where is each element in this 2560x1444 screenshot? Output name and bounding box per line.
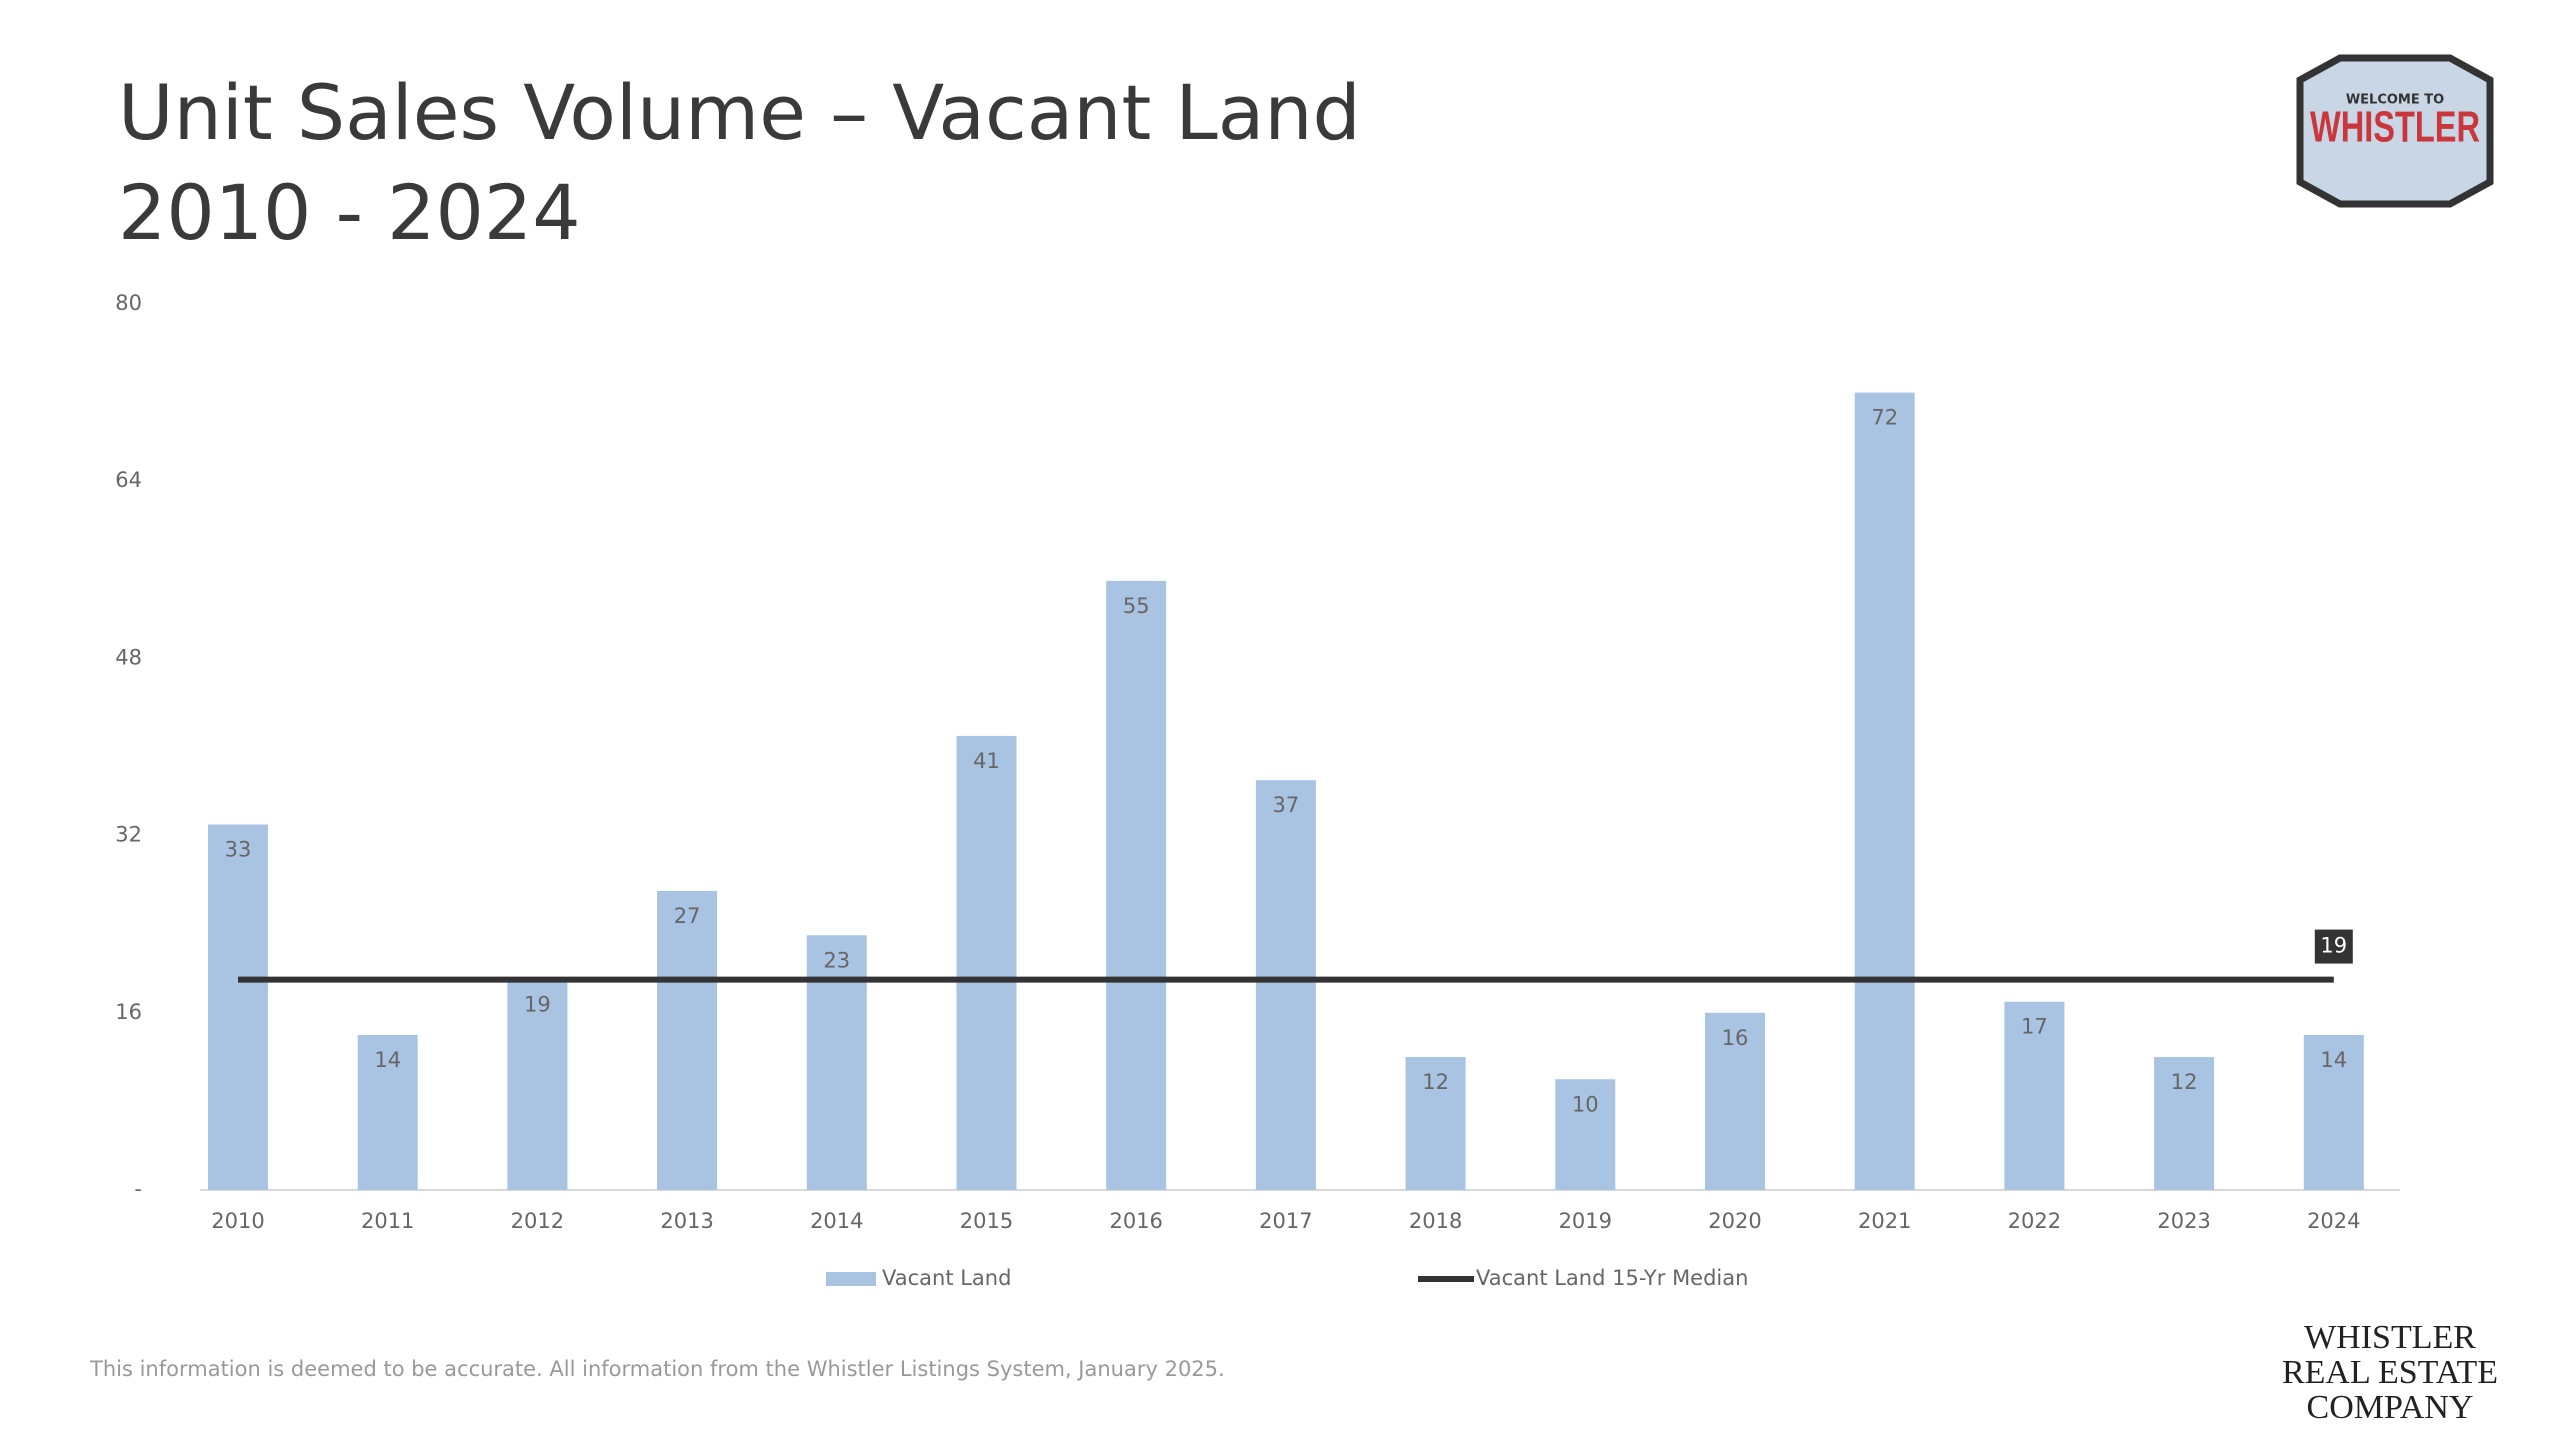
x-tick-label: 2019 — [1559, 1209, 1612, 1233]
bar — [1405, 1057, 1466, 1190]
x-tick-label: 2023 — [2157, 1209, 2210, 1233]
x-tick-label: 2017 — [1259, 1209, 1312, 1233]
bar — [956, 735, 1017, 1190]
bar — [2303, 1034, 2364, 1190]
value-label: 14 — [374, 1048, 401, 1072]
bar — [1854, 392, 1915, 1191]
logo: WELCOME TO WHISTLER — [2296, 54, 2494, 208]
y-tick-label: 16 — [115, 1000, 142, 1024]
bar — [1555, 1079, 1616, 1190]
footnote: This information is deemed to be accurat… — [89, 1357, 1225, 1381]
value-label: 33 — [225, 838, 252, 862]
value-label: 37 — [1273, 793, 1300, 817]
y-tick-label: 32 — [115, 823, 142, 847]
bar — [1106, 580, 1167, 1190]
bar — [2004, 1001, 2065, 1190]
legend-swatch — [826, 1272, 876, 1286]
value-label: 72 — [1871, 406, 1898, 430]
y-tick-label: 64 — [115, 468, 142, 492]
logo-badge — [2296, 54, 2494, 208]
x-tick-label: 2018 — [1409, 1209, 1462, 1233]
logo-name: WHISTLER — [2310, 103, 2480, 152]
subtitle: 2010 - 2024 — [118, 168, 581, 257]
x-tick-label: 2022 — [2008, 1209, 2061, 1233]
bar — [657, 890, 718, 1190]
bar — [1705, 1012, 1765, 1190]
median-label: 19 — [2320, 934, 2347, 958]
x-tick-label: 2024 — [2307, 1209, 2360, 1233]
x-tick-label: 2012 — [511, 1209, 564, 1233]
x-tick-label: 2020 — [1708, 1209, 1761, 1233]
company-line: WHISTLER — [2304, 1319, 2476, 1356]
value-label: 12 — [2171, 1070, 2198, 1094]
value-label: 12 — [1422, 1070, 1449, 1094]
value-label: 41 — [973, 749, 1000, 773]
value-label: 17 — [2021, 1015, 2048, 1039]
value-label: 55 — [1123, 594, 1150, 618]
x-tick-label: 2015 — [960, 1209, 1013, 1233]
value-label: 23 — [823, 948, 850, 972]
x-tick-label: 2014 — [810, 1209, 863, 1233]
value-label: 14 — [2320, 1048, 2347, 1072]
x-tick-label: 2021 — [1858, 1209, 1911, 1233]
bar — [806, 935, 867, 1190]
company-line: COMPANY — [2307, 1389, 2474, 1426]
bar — [357, 1034, 418, 1190]
bar — [208, 824, 268, 1190]
legend-label: Vacant Land 15-Yr Median — [1476, 1266, 1748, 1290]
value-label: 16 — [1722, 1026, 1749, 1050]
y-tick-label: 80 — [115, 291, 142, 315]
value-label: 10 — [1572, 1092, 1599, 1116]
y-tick-label: 48 — [115, 645, 142, 669]
x-tick-label: 2010 — [211, 1209, 264, 1233]
x-tick-label: 2011 — [361, 1209, 414, 1233]
bar — [1255, 780, 1316, 1190]
bar — [507, 979, 568, 1190]
value-label: 19 — [524, 993, 551, 1017]
x-tick-label: 2013 — [660, 1209, 713, 1233]
x-tick-label: 2016 — [1109, 1209, 1162, 1233]
y-tick-label: - — [134, 1177, 142, 1201]
logo-top: WELCOME TO — [2346, 93, 2444, 108]
title: Unit Sales Volume – Vacant Land — [118, 68, 1361, 157]
legend-label: Vacant Land — [882, 1266, 1011, 1290]
median-label-box — [2314, 929, 2353, 964]
value-label: 27 — [674, 904, 701, 928]
company-line: REAL ESTATE — [2282, 1354, 2498, 1391]
bar — [2154, 1057, 2215, 1190]
